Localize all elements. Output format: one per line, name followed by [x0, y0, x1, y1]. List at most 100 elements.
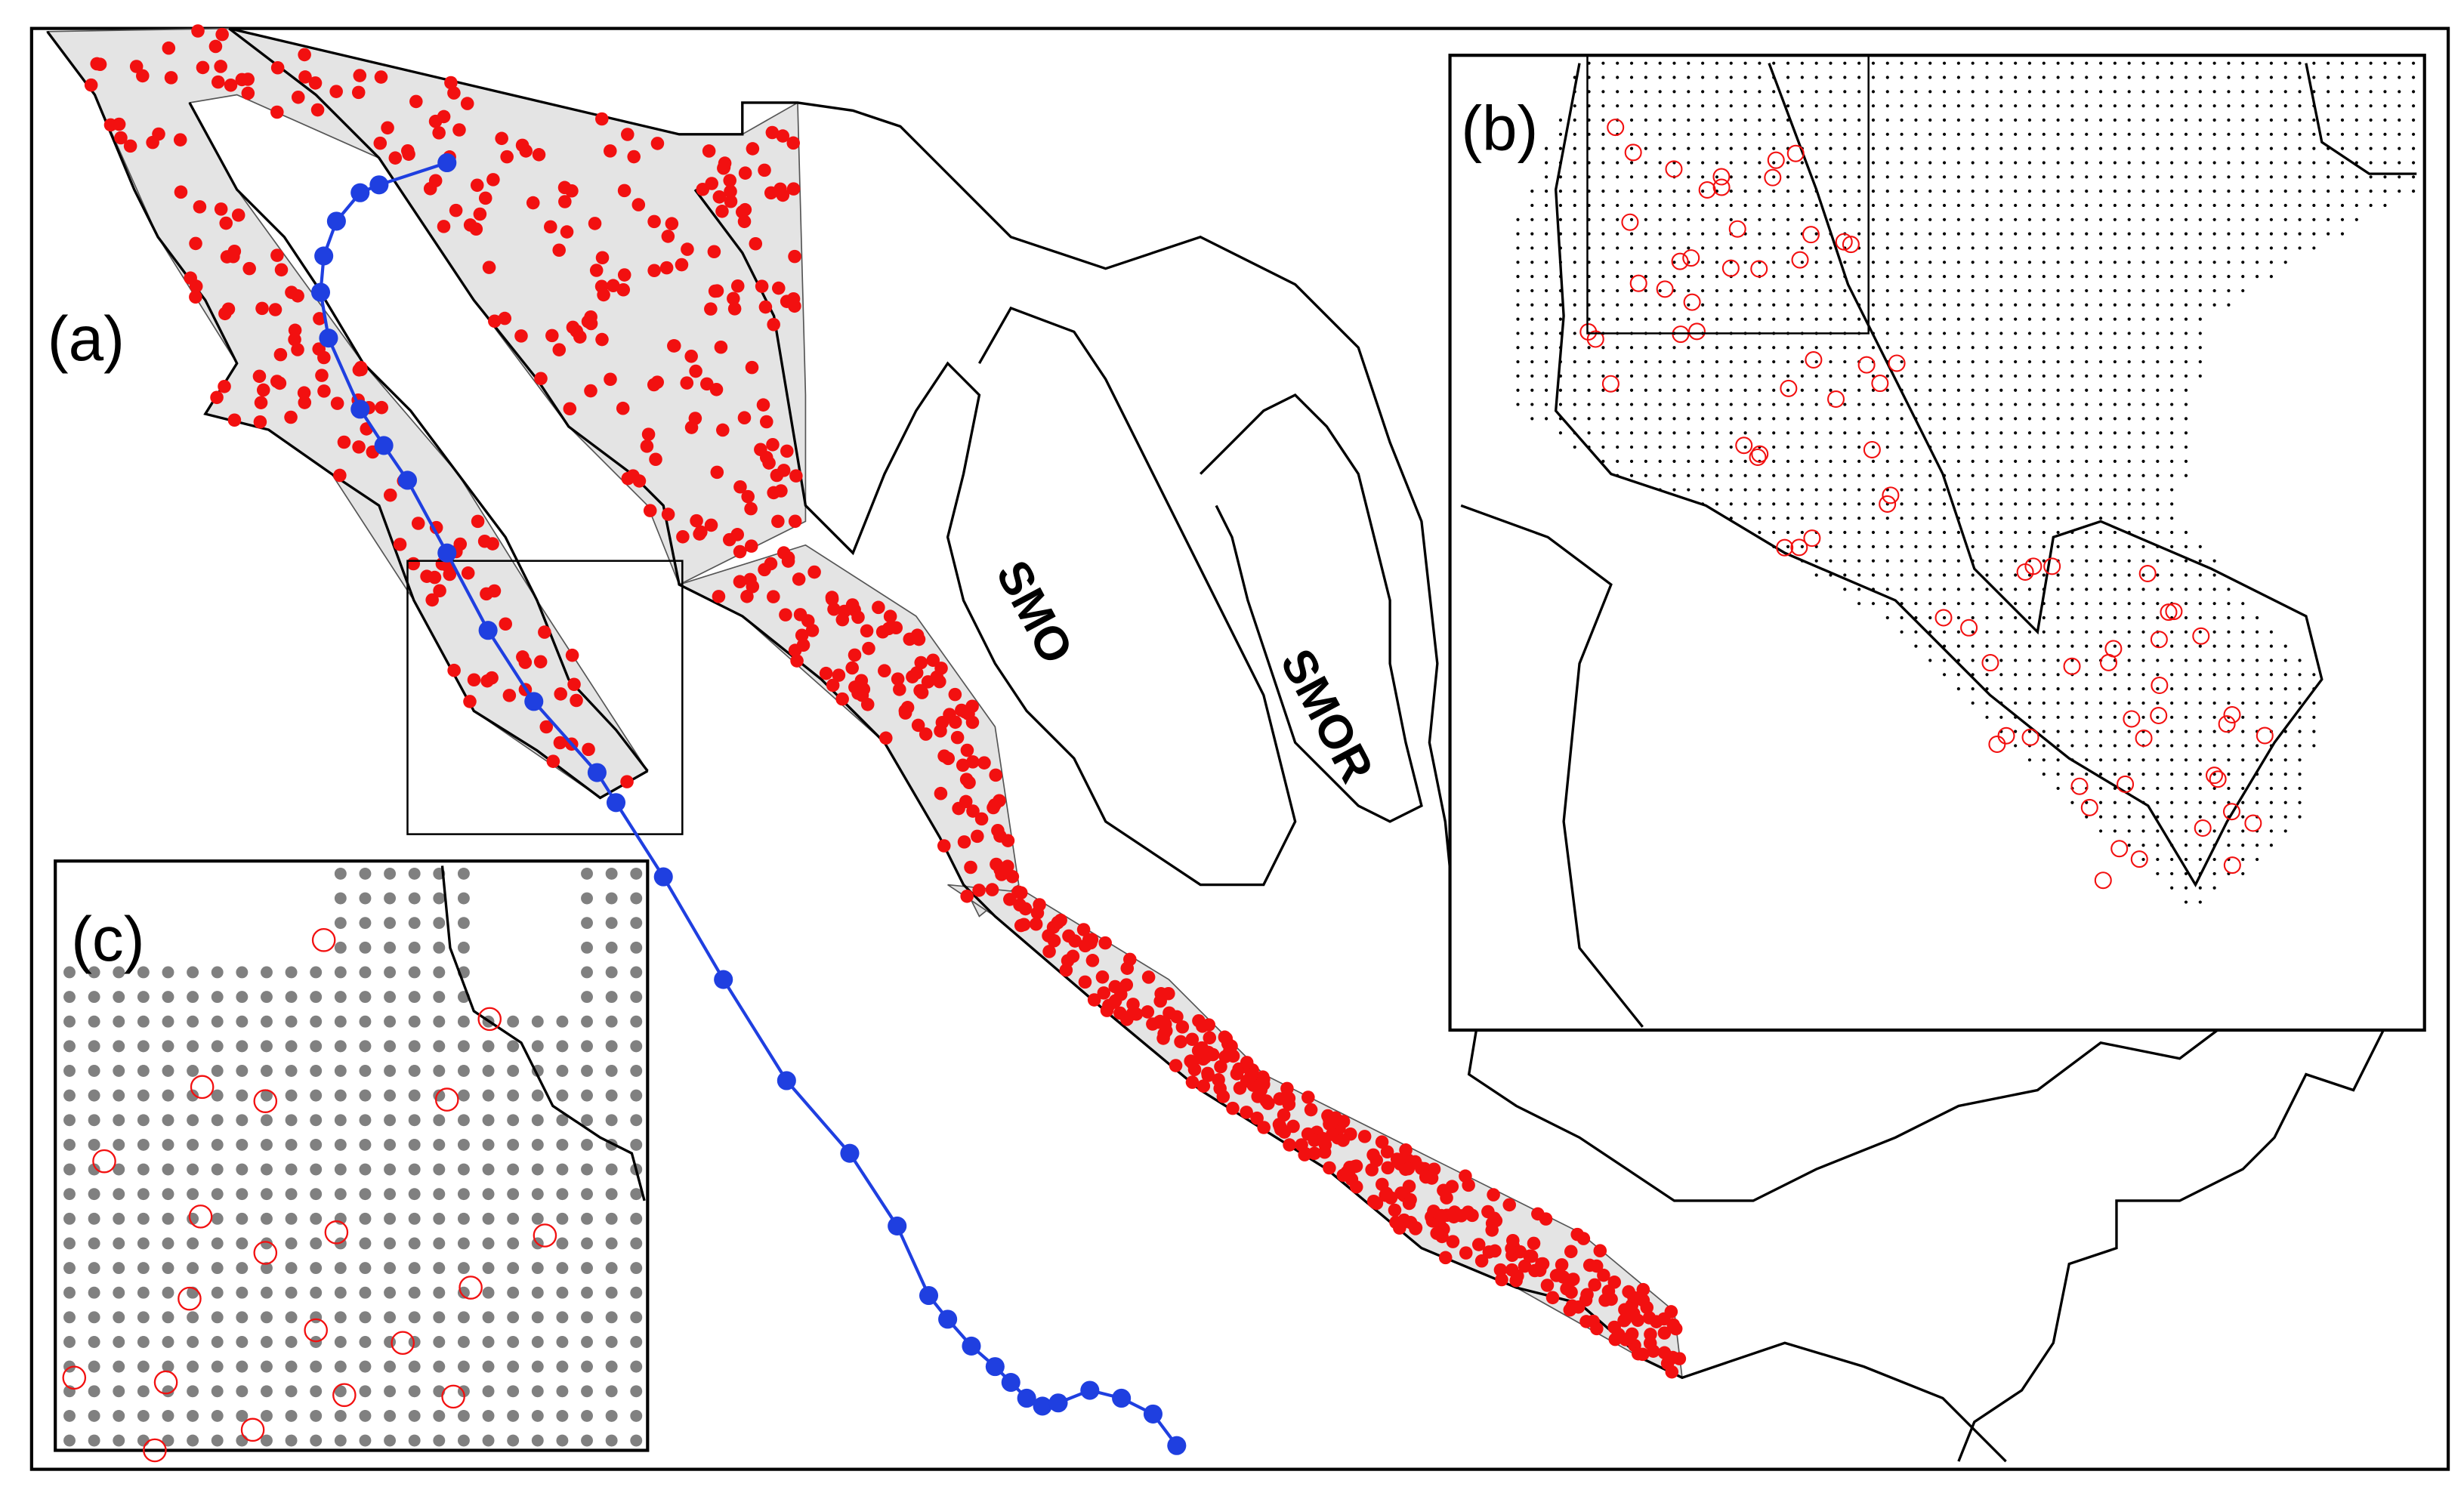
grid-point: [1942, 559, 1947, 563]
grid-point: [2098, 232, 2103, 236]
station-dot: [743, 572, 757, 587]
grid-point: [1928, 346, 1932, 350]
station-dot: [1459, 1246, 1473, 1260]
grid-point: [1516, 374, 1520, 378]
grid-point: [1573, 190, 1576, 193]
grid-point: [1857, 502, 1861, 506]
grid-point: [1558, 190, 1563, 193]
grid-point: [2014, 388, 2018, 392]
grid-point: [1629, 288, 1634, 293]
grid-point: [2156, 232, 2160, 236]
grid-point: [2198, 630, 2202, 634]
grid-point: [1772, 161, 1776, 165]
grid-point: [2241, 644, 2245, 648]
grid-point: [2056, 544, 2060, 548]
station-dot: [447, 86, 461, 100]
grid-point: [2141, 417, 2145, 421]
grid-point: [2141, 217, 2145, 221]
grid-point: [1687, 90, 1691, 94]
grid-point: [408, 1089, 421, 1102]
grid-point: [2127, 217, 2131, 221]
grid-point: [1573, 332, 1576, 335]
grid-point: [630, 1188, 643, 1201]
station-circle: [2223, 705, 2241, 724]
station-dot: [675, 258, 689, 272]
grid-point: [1545, 359, 1548, 364]
grid-point: [137, 1040, 150, 1053]
grid-point: [1857, 118, 1861, 122]
grid-point: [1758, 118, 1762, 122]
grid-point: [1758, 190, 1762, 193]
grid-point: [1914, 90, 1918, 94]
grid-point: [1743, 388, 1747, 392]
grid-point: [507, 1262, 520, 1275]
grid-point: [2042, 246, 2046, 250]
grid-point: [457, 1040, 470, 1053]
grid-point: [2127, 232, 2131, 236]
station-circle: [153, 1370, 178, 1395]
grid-point: [162, 1040, 174, 1053]
grid-point: [2170, 346, 2174, 350]
station-dot: [224, 79, 238, 92]
grid-point: [1573, 147, 1576, 150]
grid-point: [2184, 871, 2188, 876]
grid-point: [1729, 288, 1733, 293]
station-dot: [129, 60, 144, 73]
grid-point: [1999, 659, 2003, 662]
grid-point: [2113, 474, 2117, 477]
grid-point: [482, 1040, 495, 1053]
grid-point: [1900, 288, 1904, 293]
grid-point: [1999, 161, 2003, 165]
grid-point: [285, 1138, 298, 1151]
grid-point: [1729, 76, 1733, 79]
grid-point: [1956, 673, 1960, 677]
grid-point: [2098, 374, 2103, 378]
grid-point: [2170, 871, 2174, 876]
grid-point: [2184, 190, 2188, 193]
grid-point: [1999, 76, 2003, 79]
station-dot: [214, 60, 227, 73]
grid-point: [1956, 303, 1960, 307]
grid-point: [2255, 161, 2259, 165]
grid-point: [1956, 288, 1960, 293]
grid-point: [2298, 132, 2302, 136]
track-point: [1080, 1380, 1100, 1400]
station-dot: [1566, 1272, 1580, 1286]
grid-point: [2184, 61, 2188, 65]
grid-point: [236, 1311, 249, 1324]
grid-point: [63, 1212, 76, 1225]
grid-point: [1701, 403, 1705, 406]
station-dot: [1582, 1258, 1597, 1272]
grid-point: [1942, 417, 1947, 421]
grid-point: [1772, 459, 1776, 463]
station-circle: [1721, 259, 1740, 277]
grid-point: [2170, 673, 2174, 677]
grid-point: [1800, 190, 1804, 193]
grid-point: [2312, 190, 2316, 193]
grid-point: [1729, 374, 1733, 378]
grid-point: [1985, 359, 1989, 364]
station-dot: [788, 514, 802, 529]
grid-point: [1729, 474, 1733, 477]
grid-point: [2156, 90, 2160, 94]
grid-point: [2014, 687, 2018, 691]
station-dot: [313, 312, 326, 325]
grid-point: [1800, 431, 1804, 435]
grid-point: [2156, 573, 2160, 577]
grid-point: [2056, 659, 2060, 662]
grid-point: [1985, 573, 1989, 577]
grid-point: [1743, 203, 1747, 208]
grid-point: [1558, 431, 1563, 435]
grid-point: [1914, 346, 1918, 350]
grid-point: [482, 1212, 495, 1225]
grid-point: [1573, 161, 1576, 165]
grid-point: [2113, 644, 2117, 648]
grid-point: [2070, 559, 2074, 563]
grid-point: [2255, 246, 2259, 250]
grid-point: [2098, 161, 2103, 165]
grid-point: [63, 1311, 76, 1324]
grid-point: [1800, 246, 1804, 250]
grid-point: [2056, 602, 2060, 606]
grid-point: [1900, 346, 1904, 350]
grid-point: [1644, 246, 1647, 250]
